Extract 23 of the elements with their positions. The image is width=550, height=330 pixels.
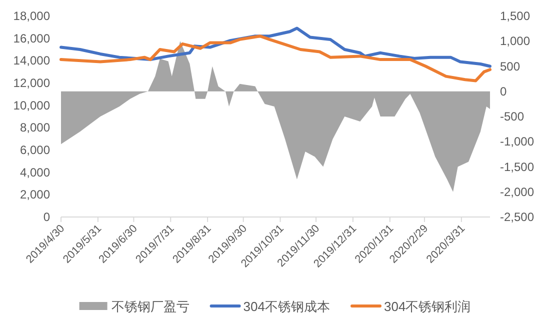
y2-tick-label: 1,000 xyxy=(500,34,530,48)
y-tick-label: 10,000 xyxy=(13,98,50,112)
legend-label: 不锈钢厂盈亏 xyxy=(111,299,190,314)
line-series xyxy=(60,34,492,82)
y-tick-label: 2,000 xyxy=(20,188,50,202)
y2-tick-label: -1,500 xyxy=(500,160,534,174)
y-tick-label: 6,000 xyxy=(20,143,50,157)
y-tick-label: 12,000 xyxy=(13,76,50,90)
y-tick-label: 0 xyxy=(43,210,50,224)
y2-tick-label: -1,000 xyxy=(500,134,534,149)
y-tick-label: 4,000 xyxy=(20,165,50,180)
y-tick-label: 16,000 xyxy=(13,31,50,46)
y2-tick-label: -500 xyxy=(500,110,524,124)
y2-tick-label: 1,500 xyxy=(500,9,530,23)
y2-tick-label: 0 xyxy=(500,84,507,98)
y-tick-label: 18,000 xyxy=(13,9,50,23)
y-tick-label: 8,000 xyxy=(20,120,50,135)
legend-label: 304不锈钢成本 xyxy=(243,299,330,314)
y2-tick-label: 500 xyxy=(500,59,520,74)
y2-tick-label: -2,500 xyxy=(500,210,534,224)
y2-tick-label: -2,000 xyxy=(500,184,534,199)
y-tick-label: 14,000 xyxy=(13,54,50,68)
legend-label: 304不锈钢利润 xyxy=(384,299,471,314)
